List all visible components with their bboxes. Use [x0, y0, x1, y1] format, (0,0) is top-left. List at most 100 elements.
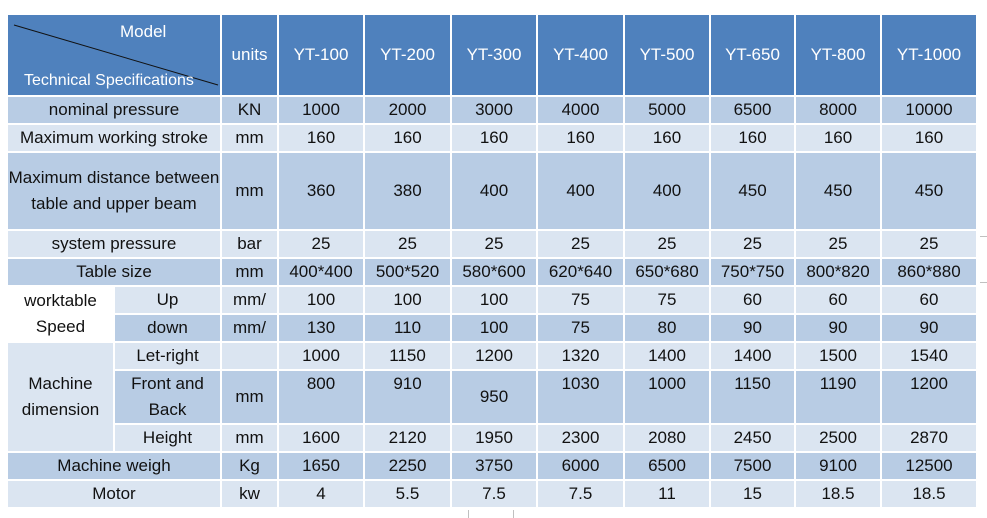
- value-cell: 500*520: [363, 257, 452, 287]
- value-cell: 1000: [623, 369, 711, 425]
- value-cell: 800: [277, 369, 365, 425]
- value-cell: 1190: [794, 369, 882, 425]
- value-cell: 160: [363, 123, 452, 153]
- table-row: Front and Back mm 800 910 950 1030 1000 …: [7, 369, 978, 425]
- value-cell: 2870: [880, 423, 978, 453]
- model-header: YT-1000: [880, 13, 978, 97]
- value-cell: 380: [363, 151, 452, 231]
- value-cell: 25: [623, 229, 711, 259]
- value-cell: 620*640: [536, 257, 625, 287]
- value-cell: 90: [880, 313, 978, 343]
- value-cell: 2000: [363, 95, 452, 125]
- value-cell: 75: [536, 285, 625, 315]
- value-cell: 1030: [536, 369, 625, 425]
- value-cell: 25: [794, 229, 882, 259]
- sub-label: Front and Back: [113, 369, 222, 425]
- units-header: units: [220, 13, 279, 97]
- value-cell: 950: [450, 369, 538, 425]
- value-cell: 6000: [536, 451, 625, 481]
- value-cell: 1150: [363, 341, 452, 371]
- sub-label: Height: [113, 423, 222, 453]
- value-cell: 160: [794, 123, 882, 153]
- value-cell: 75: [623, 285, 711, 315]
- value-cell: 5000: [623, 95, 711, 125]
- value-cell: 25: [363, 229, 452, 259]
- spec-label: Technical Specifications: [24, 72, 194, 89]
- unit-cell: Kg: [220, 451, 279, 481]
- value-cell: 1200: [880, 369, 978, 425]
- value-cell: 100: [277, 285, 365, 315]
- column-resize-marker: [513, 510, 514, 518]
- value-cell: 360: [277, 151, 365, 231]
- unit-cell: mm: [220, 423, 279, 453]
- value-cell: 400: [450, 151, 538, 231]
- value-cell: 60: [794, 285, 882, 315]
- value-cell: 450: [880, 151, 978, 231]
- value-cell: 750*750: [709, 257, 796, 287]
- value-cell: 100: [363, 285, 452, 315]
- value-cell: 1600: [277, 423, 365, 453]
- value-cell: 400*400: [277, 257, 365, 287]
- value-cell: 7.5: [536, 479, 625, 509]
- value-cell: 7500: [709, 451, 796, 481]
- value-cell: 12500: [880, 451, 978, 481]
- value-cell: 1200: [450, 341, 538, 371]
- value-cell: 4: [277, 479, 365, 509]
- value-cell: 11: [623, 479, 711, 509]
- model-header: YT-650: [709, 13, 796, 97]
- value-cell: 160: [277, 123, 365, 153]
- row-label: nominal pressure: [6, 95, 222, 125]
- value-cell: 160: [450, 123, 538, 153]
- value-cell: 1400: [709, 341, 796, 371]
- value-cell: 160: [536, 123, 625, 153]
- value-cell: 3000: [450, 95, 538, 125]
- table-row: down mm/ 130 110 100 75 80 90 90 90: [7, 313, 978, 343]
- model-label: Model: [120, 22, 167, 41]
- sub-label: Let-right: [113, 341, 222, 371]
- unit-cell: kw: [220, 479, 279, 509]
- value-cell: 2080: [623, 423, 711, 453]
- unit-cell: mm/: [220, 313, 279, 343]
- value-cell: 1320: [536, 341, 625, 371]
- value-cell: 25: [709, 229, 796, 259]
- value-cell: 1000: [277, 95, 365, 125]
- unit-cell: mm: [220, 369, 279, 425]
- value-cell: 1000: [277, 341, 365, 371]
- table-row: Motor kw 4 5.5 7.5 7.5 11 15 18.5 18.5: [6, 479, 978, 509]
- value-cell: 910: [363, 369, 452, 425]
- unit-cell: mm: [220, 123, 279, 153]
- value-cell: 6500: [623, 451, 711, 481]
- column-resize-marker: [468, 510, 469, 518]
- unit-cell: KN: [220, 95, 279, 125]
- value-cell: 25: [450, 229, 538, 259]
- row-label: Machine weigh: [6, 451, 222, 481]
- sub-label: Up: [113, 285, 222, 315]
- value-cell: 400: [623, 151, 711, 231]
- value-cell: 5.5: [363, 479, 452, 509]
- row-label: Table size: [6, 257, 222, 287]
- value-cell: 2300: [536, 423, 625, 453]
- unit-cell: mm: [220, 151, 279, 231]
- model-header: YT-200: [363, 13, 452, 97]
- value-cell: 2250: [363, 451, 452, 481]
- value-cell: 25: [277, 229, 365, 259]
- value-cell: 100: [450, 285, 538, 315]
- value-cell: 60: [880, 285, 978, 315]
- value-cell: 160: [709, 123, 796, 153]
- model-header: YT-500: [623, 13, 711, 97]
- value-cell: 7.5: [450, 479, 538, 509]
- diagonal-line: [13, 24, 219, 86]
- value-cell: 100: [450, 313, 538, 343]
- value-cell: 75: [536, 313, 625, 343]
- row-label: system pressure: [6, 229, 222, 259]
- value-cell: 3750: [450, 451, 538, 481]
- table-row: Machine weigh Kg 1650 2250 3750 6000 650…: [6, 451, 978, 481]
- spec-table: Model Technical Specifications units YT-…: [6, 13, 978, 509]
- value-cell: 15: [709, 479, 796, 509]
- unit-cell: bar: [220, 229, 279, 259]
- value-cell: 90: [794, 313, 882, 343]
- value-cell: 110: [363, 313, 452, 343]
- table-row: Machine dimension Let-right 1000 1150 12…: [6, 341, 978, 453]
- table-row: nominal pressure KN 1000 2000 3000 4000 …: [6, 95, 978, 125]
- table-row: Height mm 1600 2120 1950 2300 2080 2450 …: [7, 423, 978, 453]
